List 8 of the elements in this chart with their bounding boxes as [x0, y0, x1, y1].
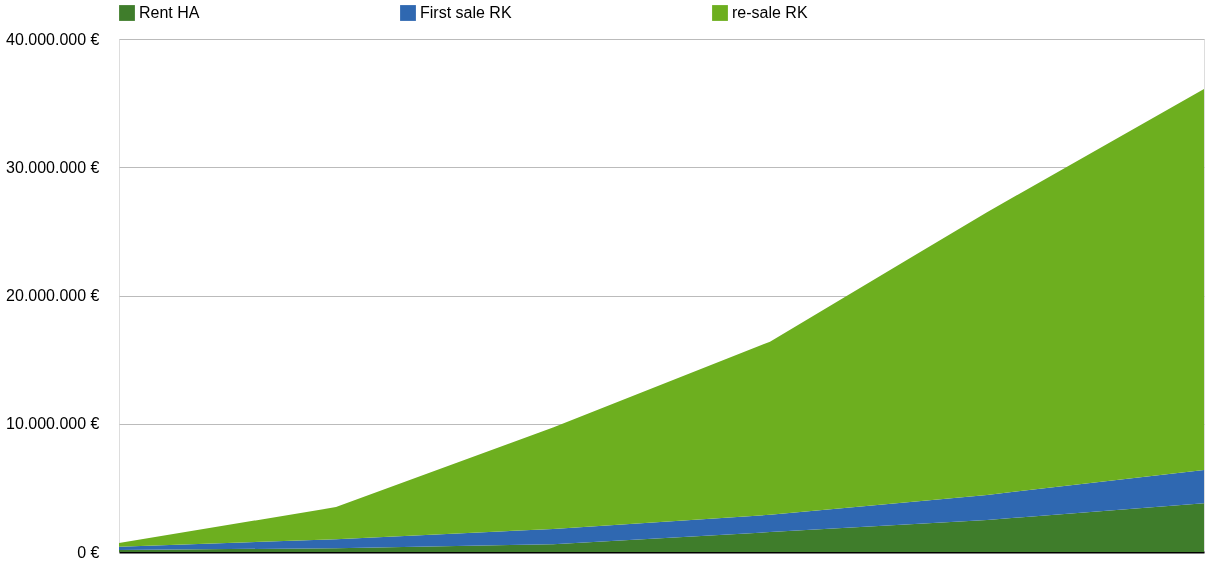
y-tick-label: 30.000.000 €: [6, 158, 100, 176]
legend-label: re-sale RK: [732, 4, 808, 21]
y-tick-label: 40.000.000 €: [6, 30, 100, 48]
y-tick-label: 10.000.000 €: [6, 415, 100, 433]
legend-label: First sale RK: [420, 4, 512, 21]
legend-label: Rent HA: [139, 4, 200, 21]
y-tick-label: 20.000.000 €: [6, 287, 100, 304]
y-tick-label: 0 €: [77, 543, 100, 561]
